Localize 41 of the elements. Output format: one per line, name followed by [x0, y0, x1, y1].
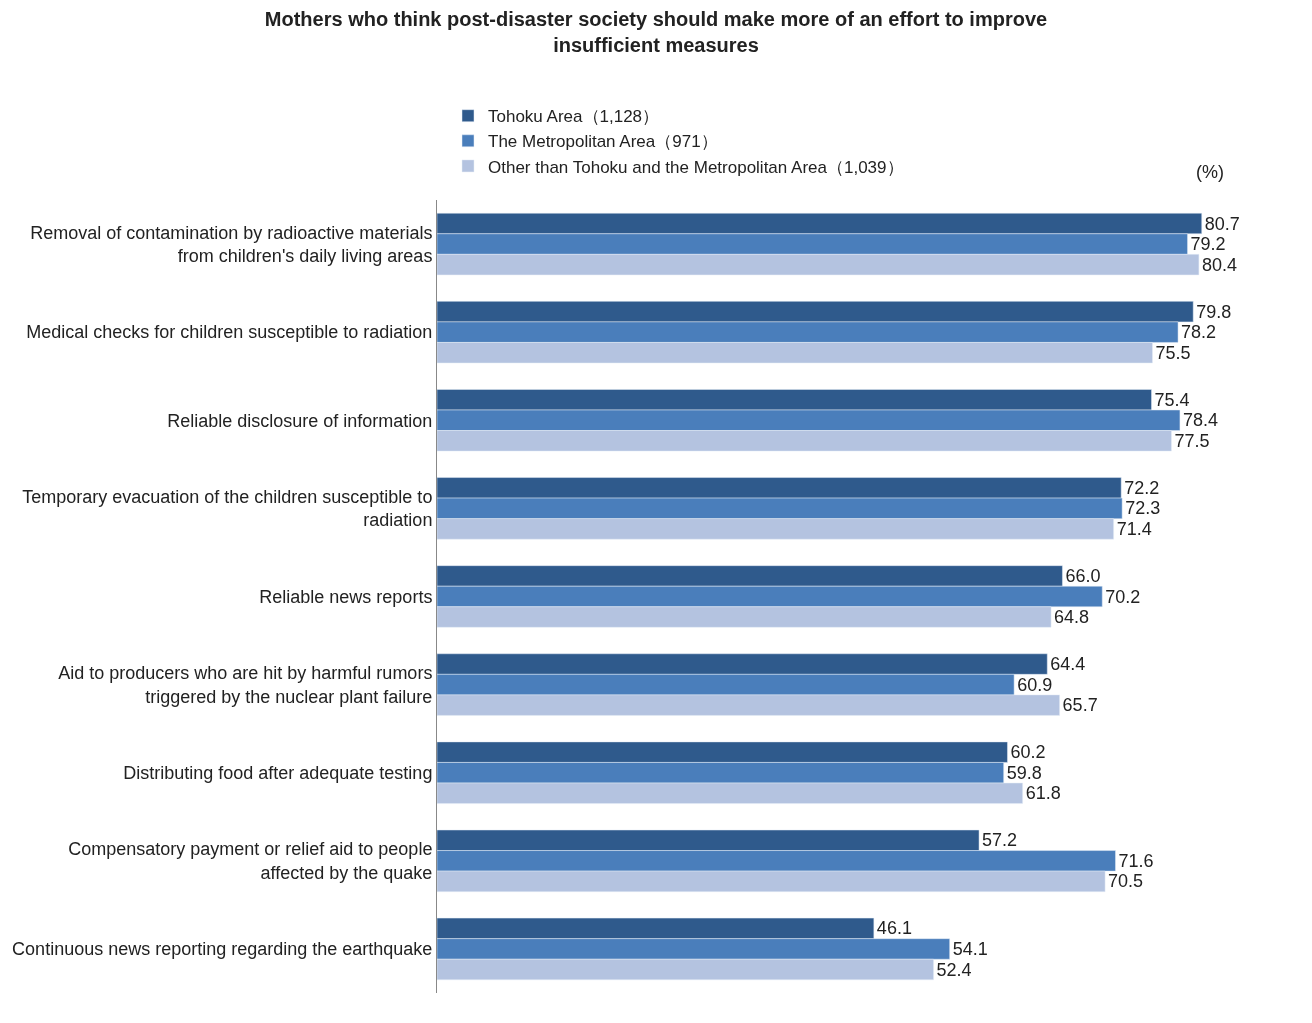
data-label: 65.7	[1062, 695, 1098, 716]
data-label: 72.2	[1124, 477, 1160, 498]
data-label: 66.0	[1065, 565, 1101, 586]
data-label: 59.8	[1006, 762, 1042, 783]
data-label: 77.5	[1174, 430, 1210, 451]
y-tick-label: Removal of contamination by radioactive materials from children's daily living areas	[30, 222, 433, 267]
data-label: 78.2	[1181, 322, 1217, 343]
y-tick-label: Reliable news reports	[259, 586, 433, 607]
data-label: 75.4	[1154, 389, 1190, 410]
text: (%)	[1196, 162, 1224, 182]
y-tick-label: Compensatory payment or relief aid to people affected by the quake	[68, 839, 433, 883]
y-tick-label: Medical checks for children susceptible to radiation	[26, 322, 433, 343]
y-tick-label: Reliable disclosure of information	[167, 410, 433, 431]
y-tick-label: Continuous news reporting regarding the earthquake	[12, 939, 433, 960]
legend-label: Other than Tohoku and the Metropolitan Area（1,039）	[488, 157, 904, 177]
data-label: 70.5	[1108, 871, 1144, 892]
data-label: 80.7	[1204, 213, 1240, 234]
data-label: 60.2	[1010, 742, 1046, 763]
data-label: 79.8	[1196, 301, 1232, 322]
data-label: 60.9	[1017, 674, 1053, 695]
legend-label: Tohoku Area（1,128）	[488, 107, 660, 127]
data-label: 61.8	[1025, 783, 1061, 804]
data-label: 72.3	[1125, 498, 1161, 519]
data-label: 64.8	[1054, 607, 1090, 628]
data-label: 71.6	[1118, 850, 1154, 871]
data-label: 79.2	[1190, 234, 1226, 255]
y-tick-label: Temporary evacuation of the children susceptible to radiation	[22, 486, 433, 531]
data-label: 52.4	[936, 959, 972, 980]
data-label: 78.4	[1182, 410, 1218, 431]
chart-title: Mothers who think post-disaster society should make more of an effort to improve insufficient measures	[264, 7, 1048, 56]
y-tick-label: Aid to producers who are hit by harmful rumors triggered by the nuclear plant failure	[58, 663, 433, 707]
data-label: 57.2	[982, 830, 1018, 851]
data-label: 70.2	[1105, 586, 1141, 607]
legend-label: The Metropolitan Area（971）	[488, 132, 718, 152]
data-label: 46.1	[876, 918, 912, 939]
data-label: 54.1	[952, 938, 988, 959]
data-label: 75.5	[1155, 342, 1191, 363]
data-label: 80.4	[1201, 254, 1237, 275]
y-tick-label: Distributing food after adequate testing	[123, 763, 433, 784]
data-label: 71.4	[1116, 518, 1152, 539]
data-label: 64.4	[1050, 654, 1086, 675]
